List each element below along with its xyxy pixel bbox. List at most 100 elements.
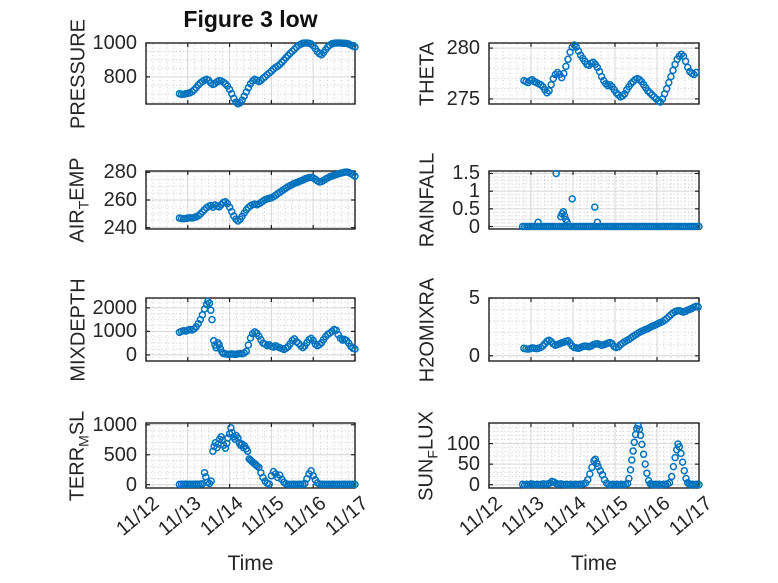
data-point xyxy=(669,462,678,471)
y-axis-label-theta: THETA xyxy=(416,41,439,106)
data-point xyxy=(534,218,542,227)
axes-box xyxy=(145,42,356,105)
y-tick-label: 5 xyxy=(468,287,480,309)
data-point xyxy=(627,79,635,88)
data-point xyxy=(638,440,646,449)
data-point xyxy=(682,474,690,483)
y-tick-label: 100 xyxy=(446,432,480,455)
data-point xyxy=(257,76,265,85)
y-axis-label-terr_msl: TERRMSL xyxy=(66,410,92,501)
data-point xyxy=(244,83,253,92)
data-point xyxy=(244,341,253,349)
subplot-terr_msl xyxy=(145,422,359,489)
data-point xyxy=(641,460,649,468)
data-point xyxy=(288,47,297,56)
x-axis-title-right: Time xyxy=(571,552,617,575)
y-tick-label: 800 xyxy=(103,65,137,88)
y-axis-label-h2omixra: H2OMIXRA xyxy=(416,277,439,382)
data-point xyxy=(255,332,263,340)
data-point xyxy=(620,90,629,98)
data-point xyxy=(690,70,698,79)
data-point xyxy=(243,447,252,455)
data-point xyxy=(625,474,633,483)
axes-box xyxy=(145,297,356,362)
scatter-series-mixdepth xyxy=(175,297,359,359)
data-point xyxy=(286,49,294,58)
data-point xyxy=(677,50,686,58)
subplot-h2omixra xyxy=(488,297,702,362)
data-point xyxy=(678,458,687,466)
data-point xyxy=(551,70,560,79)
data-point xyxy=(669,66,677,75)
y-tick-label: 1000 xyxy=(92,320,138,343)
data-point xyxy=(618,92,627,100)
data-point xyxy=(208,315,216,324)
data-point xyxy=(194,319,203,328)
subplot-mixdepth xyxy=(145,297,359,362)
data-point xyxy=(639,450,648,459)
figure-title: Figure 3 low xyxy=(183,6,318,32)
y-tick-label: 1 xyxy=(468,180,480,203)
data-point xyxy=(543,89,551,97)
data-point xyxy=(630,438,639,447)
data-point xyxy=(207,306,215,314)
y-tick-label: 275 xyxy=(446,87,480,110)
y-tick-label: 0.5 xyxy=(452,197,480,220)
data-point xyxy=(230,94,238,103)
y-tick-label: 0 xyxy=(468,473,480,496)
data-point xyxy=(265,480,274,488)
data-point xyxy=(628,456,636,464)
y-tick-label: 260 xyxy=(103,189,137,211)
y-tick-label: 0 xyxy=(468,215,480,238)
data-point xyxy=(667,472,676,481)
y-tick-label: 280 xyxy=(446,37,480,60)
data-point xyxy=(215,341,223,349)
subplot-theta xyxy=(488,41,700,106)
data-point xyxy=(209,447,217,455)
data-point xyxy=(667,72,675,81)
data-point xyxy=(563,218,571,227)
data-point xyxy=(204,297,212,306)
scatter-series-pressure xyxy=(175,39,359,108)
data-point xyxy=(677,449,685,458)
data-point xyxy=(238,96,246,104)
data-point xyxy=(695,222,703,231)
y-tick-label: 50 xyxy=(457,453,480,476)
data-point xyxy=(626,466,635,474)
data-point xyxy=(307,334,315,343)
scatter-series-air_temp xyxy=(175,168,359,225)
y-tick-label: 0 xyxy=(125,473,137,496)
data-point xyxy=(591,203,599,211)
data-point xyxy=(564,55,572,64)
data-point xyxy=(636,431,645,440)
data-point xyxy=(629,447,637,455)
axes-box xyxy=(488,297,700,362)
data-point xyxy=(695,480,703,489)
data-point xyxy=(586,470,594,478)
axes-box xyxy=(145,422,356,489)
data-point xyxy=(552,169,560,178)
data-point xyxy=(648,91,656,99)
data-point xyxy=(675,443,684,451)
data-point xyxy=(635,75,644,84)
data-point xyxy=(213,443,221,452)
y-tick-label: 0 xyxy=(468,344,480,367)
data-point xyxy=(593,218,602,227)
data-point xyxy=(612,89,621,97)
y-tick-label: 1.5 xyxy=(452,162,480,185)
scatter-series-terr_msl xyxy=(175,424,359,489)
data-point xyxy=(217,433,225,441)
data-point xyxy=(351,43,359,51)
data-point xyxy=(536,80,545,89)
y-axis-label-pressure: PRESSURE xyxy=(67,18,90,129)
data-point xyxy=(234,434,242,442)
data-point xyxy=(694,303,702,311)
data-point xyxy=(568,195,576,203)
axes-box xyxy=(488,422,700,489)
data-point xyxy=(662,85,671,93)
scatter-series-theta xyxy=(520,41,700,106)
data-point xyxy=(560,212,569,220)
data-point xyxy=(646,89,654,97)
data-point xyxy=(351,480,359,489)
